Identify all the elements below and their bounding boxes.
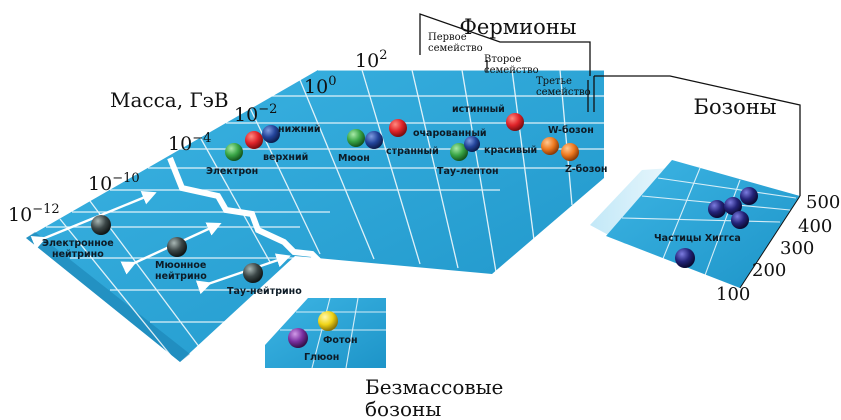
higgs-sphere-1 [708,200,726,218]
bottom-quark-sphere [464,136,480,152]
charm-quark-label: очарованный [413,128,487,139]
higgs-scale-tick: 300 [780,238,814,259]
massless-bosons-heading-line2: бозоны [365,397,441,420]
photon-sphere [318,311,338,331]
higgs-sphere-2 [724,197,742,215]
tau-sphere [450,143,468,161]
tau-neutrino-label: Тау-нейтрино [227,286,302,297]
muon-sphere [347,129,365,147]
scale-break-line [167,156,325,267]
down-quark-label: нижний [278,124,321,135]
higgs-label: Частицы Хиггса [654,233,741,244]
mass-plane-grid [46,69,604,358]
z-boson-sphere [561,143,579,161]
mass-scale-tick: 10−10 [88,171,140,195]
first-family-label-2: семейство [428,43,483,54]
mass-scale-tick: 10−4 [168,131,211,155]
strange-quark-sphere [365,131,383,149]
massless-plane [265,297,386,369]
third-family-label-2: семейство [536,87,591,98]
tau-label: Тау-лептон [437,166,499,177]
mass-axis-label: Масса, ГэВ [110,88,229,112]
bottom-quark-label: красивый [484,145,537,156]
z-boson-label: Z-бозон [565,164,607,175]
higgs-scale-tick: 100 [716,284,750,305]
third-family-label-1: Третье [536,76,572,87]
higgs-scale-tick: 500 [806,192,840,213]
w-boson-label: W-бозон [548,125,594,136]
w-boson-sphere [541,137,559,155]
photon-label: Фотон [323,335,358,346]
higgs-scale-tick: 400 [798,216,832,237]
gluon-label: Глюон [304,352,339,363]
massless-bosons-heading-line1: Безмассовые [365,375,503,399]
top-quark-sphere [506,113,524,131]
higgs-sphere-4 [731,211,749,229]
electron-neutrino-label-1: Электронное [42,238,114,249]
mass-plane [26,69,604,362]
up-quark-sphere [262,125,280,143]
electron-neutrino-sphere [91,215,111,235]
second-family-label-2: семейство [484,65,539,76]
strange-quark-label: странный [386,146,439,157]
second-family-label-1: Второе [484,54,521,65]
muon-neutrino-label-2: нейтрино [155,271,207,282]
mass-scale-tick: 100 [304,74,336,98]
mass-scale-tick: 10−12 [8,202,60,226]
tau-neutrino-sphere [243,263,263,283]
mass-scale-tick: 102 [355,48,387,72]
higgs-scale-tick: 200 [752,260,786,281]
muon-label: Мюон [338,153,370,164]
muon-neutrino-label-1: Мюонное [155,260,206,271]
electron-neutrino-label-2: нейтрино [52,249,104,260]
higgs-sphere-5 [675,248,695,268]
electron-sphere [225,143,243,161]
charm-quark-sphere [389,119,407,137]
mass-scale-tick: 10−2 [234,102,277,126]
down-quark-sphere [245,131,263,149]
fermions-heading: Фермионы [460,15,577,39]
up-quark-label: верхний [263,152,308,163]
bosons-heading: Бозоны [694,95,777,119]
fermion-family-brackets [419,13,801,196]
particle-spheres [91,113,758,348]
first-family-label-1: Первое [428,32,467,43]
top-quark-label: истинный [452,104,505,115]
electron-label: Электрон [206,166,258,177]
muon-neutrino-sphere [167,237,187,257]
gluon-sphere [288,328,308,348]
higgs-sphere-3 [740,187,758,205]
